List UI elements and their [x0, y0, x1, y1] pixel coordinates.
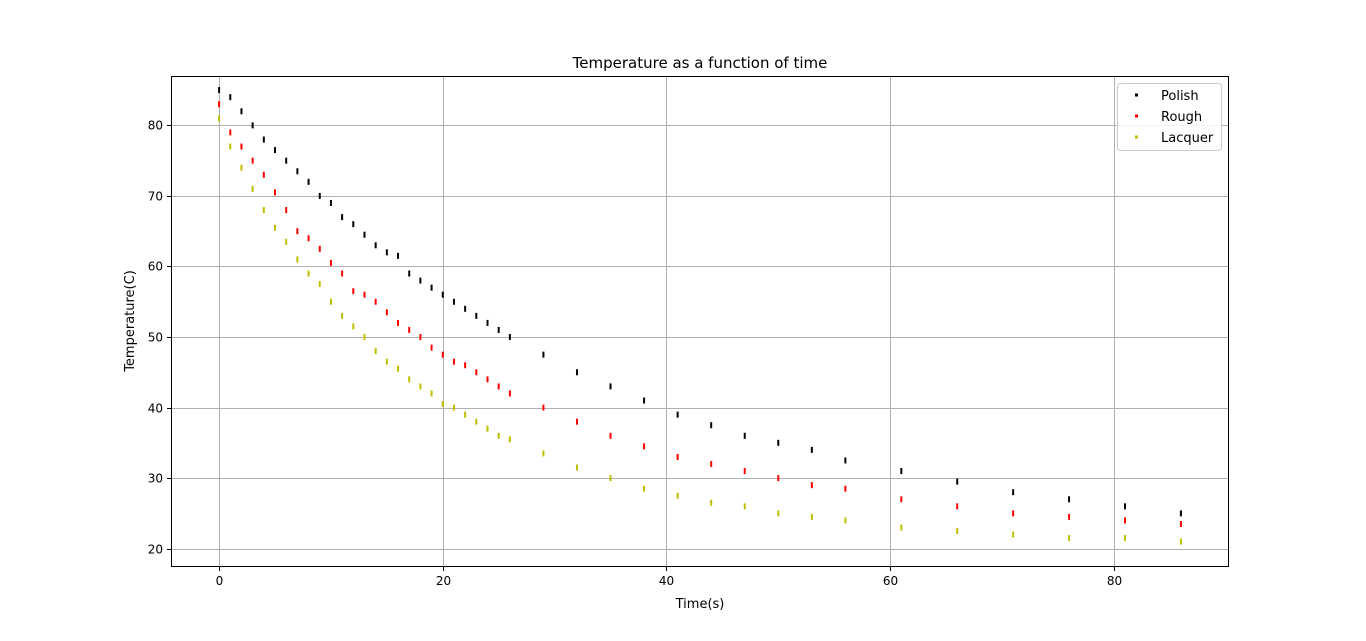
x-tick-label: 80: [1107, 574, 1122, 588]
y-axis-label: Temperature(C): [123, 270, 138, 373]
legend-label: Polish: [1161, 89, 1199, 104]
series-polish: [218, 87, 1182, 517]
chart-title: Temperature as a function of time: [572, 54, 828, 72]
y-tick-label: 60: [148, 260, 163, 274]
x-tick-label: 0: [216, 574, 224, 588]
series-rough: [218, 101, 1182, 527]
grid-lines: [171, 76, 1229, 567]
data-points: [218, 87, 1182, 545]
y-tick-label: 20: [148, 543, 163, 557]
y-tick-label: 50: [148, 331, 163, 345]
legend-marker: [1135, 114, 1138, 118]
axis-ticks: 0 20 40 60 80 20 30 40 50 60 70 80: [148, 119, 1122, 589]
y-tick-label: 40: [148, 402, 163, 416]
plot-area-frame: [171, 76, 1229, 567]
x-axis-label: Time(s): [675, 597, 725, 612]
y-tick-label: 80: [148, 119, 163, 133]
legend-marker: [1135, 135, 1138, 139]
legend-label: Rough: [1161, 110, 1202, 125]
legend-box: [1117, 83, 1222, 151]
x-tick-label: 60: [883, 574, 898, 588]
x-tick-label: 20: [436, 574, 451, 588]
y-tick-label: 30: [148, 472, 163, 486]
x-tick-label: 40: [659, 574, 674, 588]
legend-label: Lacquer: [1161, 131, 1214, 146]
series-lacquer: [218, 115, 1182, 545]
legend: Polish Rough Lacquer: [1117, 83, 1222, 151]
y-tick-label: 70: [148, 190, 163, 204]
legend-marker: [1135, 93, 1138, 97]
